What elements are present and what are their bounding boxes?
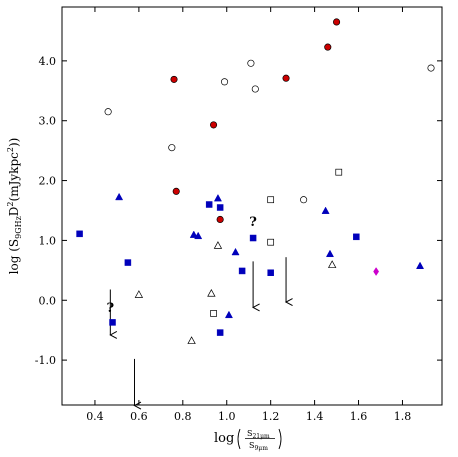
data-point-filled-triangle xyxy=(231,247,240,256)
data-point-filled-triangle xyxy=(416,261,425,269)
y-tick-label: 3.0 xyxy=(39,115,57,128)
data-point-filled-circle xyxy=(172,187,180,195)
x-tick-label: 1.6 xyxy=(350,410,368,423)
data-point-open-circle xyxy=(168,144,176,152)
data-point-filled-triangle xyxy=(115,192,124,201)
data-point-filled-circle xyxy=(324,43,332,51)
data-point-filled-square xyxy=(216,329,224,336)
x-tick-label: 0.6 xyxy=(130,410,148,423)
data-point-open-triangle xyxy=(207,288,216,297)
x-axis-label: log S21μm S9μm xyxy=(214,428,282,452)
y-tick-label: 0.0 xyxy=(39,294,57,307)
data-point-open-square xyxy=(335,168,343,176)
x-tick-label: 1.0 xyxy=(218,410,236,423)
data-point-filled-square xyxy=(109,319,116,326)
data-point-filled-triangle xyxy=(224,310,233,319)
data-point-open-circle xyxy=(251,85,259,93)
data-point-filled-square xyxy=(267,269,274,276)
data-point-open-triangle xyxy=(327,260,337,268)
data-point-open-triangle xyxy=(134,290,144,298)
annotations: ?? xyxy=(107,215,258,316)
data-point-filled-triangle xyxy=(213,193,222,202)
data-point-filled-square xyxy=(249,234,257,242)
data-point-filled-square xyxy=(205,201,213,208)
svg-text:log (S9GHzD2(mJykpc2)): log (S9GHzD2(mJykpc2)) xyxy=(6,138,23,275)
x-tick-label: 1.8 xyxy=(394,410,412,423)
x-tick-label: 1.4 xyxy=(306,410,324,423)
data-point-open-square xyxy=(267,196,275,204)
data-point-open-circle xyxy=(247,59,255,67)
data-point-filled-circle xyxy=(333,18,341,26)
axis-ticks: 0.4 0.6 0.8 1.0 1.2 1.4 1.6 1.8 -1.0 0.0 1.0 2.0 3.0… xyxy=(35,7,442,423)
svg-text:log: log xyxy=(214,431,234,446)
data-point-filled-circle xyxy=(216,215,224,224)
svg-text:S9μm: S9μm xyxy=(249,441,268,452)
data-point-diamond xyxy=(373,267,380,276)
data-point-filled-circle xyxy=(170,75,178,83)
y-tick-label: 2.0 xyxy=(39,175,57,188)
question-mark-annotation: ? xyxy=(249,215,257,230)
data-point-open-square xyxy=(267,238,275,246)
data-point-filled-square xyxy=(124,259,132,266)
data-point-open-circle xyxy=(220,78,229,86)
question-mark-annotation: ? xyxy=(107,301,115,316)
plot-area xyxy=(61,6,443,406)
y-tick-label: 4.0 xyxy=(39,55,57,68)
data-point-open-circle xyxy=(300,196,308,204)
y-tick-label: 1.0 xyxy=(39,234,57,247)
y-axis-label: log (S9GHzD2(mJykpc2)) xyxy=(6,138,23,275)
data-point-filled-circle xyxy=(282,74,290,82)
data-point-open-triangle xyxy=(187,336,196,344)
data-point-filled-triangle xyxy=(194,231,203,240)
y-tick-label: -1.0 xyxy=(35,354,56,367)
data-point-filled-triangle xyxy=(189,230,198,238)
x-tick-label: 0.4 xyxy=(86,410,104,423)
data-point-filled-square xyxy=(353,233,360,241)
upper-limit-arrows xyxy=(110,257,286,405)
data-point-filled-square xyxy=(238,267,246,275)
data-point-filled-triangle xyxy=(325,249,334,258)
svg-text:S21μm: S21μm xyxy=(247,429,270,440)
data-point-open-circle xyxy=(104,108,112,116)
data-point-open-circle xyxy=(427,64,435,72)
data-point-filled-triangle xyxy=(321,206,330,214)
data-point-filled-square xyxy=(216,204,224,211)
data-point-filled-square xyxy=(76,230,83,238)
data-point-open-triangle xyxy=(213,241,223,249)
x-tick-label: 0.8 xyxy=(174,410,192,423)
x-tick-label: 1.2 xyxy=(262,410,280,423)
data-point-filled-circle xyxy=(210,121,218,129)
data-point-open-square xyxy=(210,310,217,317)
data-points xyxy=(76,18,435,344)
